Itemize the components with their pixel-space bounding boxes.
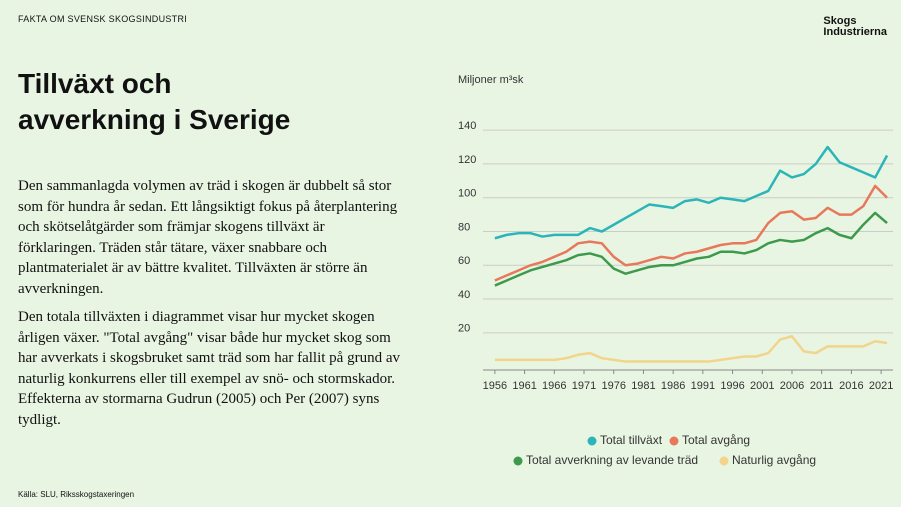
legend-marker [587, 436, 597, 446]
x-tick-label: 2001 [750, 380, 774, 392]
x-tick-label: 1966 [542, 380, 566, 392]
title-line: avverkning i Sverige [18, 104, 291, 135]
source: Källa: SLU, Riksskogstaxeringen [18, 490, 135, 499]
x-tick-label: 1991 [691, 380, 715, 392]
y-tick-label: 60 [458, 255, 470, 267]
logo-line: Skogs [823, 15, 857, 27]
x-tick-label: 2016 [839, 380, 863, 392]
body-text: Den sammanlagda volymen av träd i skogen… [18, 176, 403, 438]
title: Tillväxt och avverkning i Sverige [18, 66, 290, 138]
series-line [494, 145, 889, 240]
logo-line: Industrierna [823, 26, 887, 38]
y-tick-label: 140 [458, 120, 476, 132]
logo: Skogs Industrierna [823, 16, 887, 38]
y-tick-label: 20 [458, 323, 470, 335]
x-tick-label: 2011 [810, 380, 834, 392]
paragraph: Den totala tillväxten i diagrammet visar… [18, 309, 400, 428]
y-tick-label: 120 [458, 154, 476, 166]
series-line [494, 334, 888, 363]
x-tick-label: 1996 [720, 380, 744, 392]
x-tick-label: 1981 [631, 380, 655, 392]
x-tick-label: 1986 [661, 380, 685, 392]
y-axis-title: Miljoner m³sk [458, 74, 524, 86]
x-tick-label: 2021 [869, 380, 893, 392]
paragraph: Den sammanlagda volymen av träd i skogen… [18, 178, 398, 297]
x-tick-label: 1971 [572, 380, 596, 392]
y-tick-label: 100 [458, 188, 476, 200]
legend-marker [669, 436, 679, 446]
legend-marker [719, 456, 729, 466]
y-tick-label: 80 [458, 221, 470, 233]
title-line: Tillväxt och [18, 68, 172, 99]
legend-label: Total avgång [682, 433, 750, 447]
legend-marker [513, 456, 523, 466]
y-tick-label: 40 [458, 289, 470, 301]
legend-label: Naturlig avgång [732, 453, 816, 467]
series-line [494, 211, 888, 287]
x-tick-label: 1976 [601, 380, 625, 392]
series-line [494, 184, 888, 282]
x-tick-label: 1956 [483, 380, 507, 392]
legend-label: Total avverkning av levande träd [526, 453, 698, 467]
legend-label: Total tillväxt [600, 433, 663, 447]
header: FAKTA OM SVENSK SKOGSINDUSTRI [18, 14, 188, 24]
x-tick-label: 2006 [780, 380, 804, 392]
x-tick-label: 1961 [512, 380, 536, 392]
